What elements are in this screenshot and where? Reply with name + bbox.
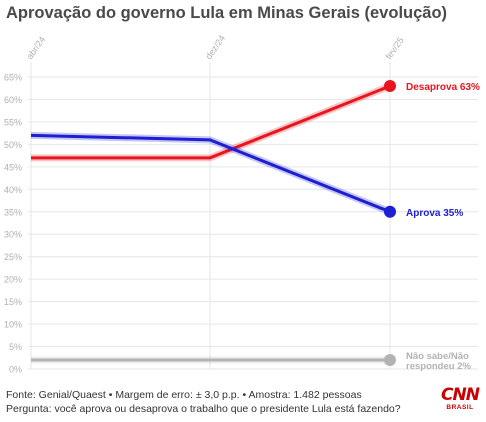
y-tick-label: 60% <box>4 95 22 105</box>
series-line <box>31 84 391 160</box>
question-note: Pergunta: você aprova ou desaprova o tra… <box>6 403 401 415</box>
x-tick-label: dez/24 <box>203 33 227 61</box>
series-end-label: Desaprova 63% <box>406 82 480 93</box>
cnn-logo-text: CNN <box>441 385 480 405</box>
y-tick-label: 65% <box>4 73 22 83</box>
y-tick-label: 15% <box>4 297 22 307</box>
y-tick-label: 50% <box>4 140 22 150</box>
chart-footer: Fonte: Genial/Quaest • Margem de erro: ±… <box>6 388 401 416</box>
y-tick-label: 55% <box>4 117 22 127</box>
series-end-point <box>384 205 396 218</box>
series-end-label: Aprova 35% <box>406 208 463 219</box>
x-tick-label: abr/24 <box>24 34 47 61</box>
y-tick-label: 35% <box>4 207 22 217</box>
y-tick-label: 25% <box>4 252 22 262</box>
y-tick-label: 5% <box>9 342 22 352</box>
chart-title: Aprovação do governo Lula em Minas Gerai… <box>6 4 448 22</box>
y-tick-label: 45% <box>4 162 22 172</box>
x-tick-label: fev/25 <box>383 35 405 61</box>
y-tick-label: 30% <box>4 230 22 240</box>
cnn-brasil-logo: CNN BRASIL <box>440 386 480 412</box>
series-end-label: respondeu 2% <box>406 361 471 372</box>
series-end-label: Não sabe/Não <box>406 351 469 362</box>
series-end-point <box>384 354 396 367</box>
series-end-point <box>384 79 396 92</box>
source-note: Fonte: Genial/Quaest • Margem de erro: ±… <box>6 389 362 401</box>
y-tick-label: 40% <box>4 185 22 195</box>
series-line <box>30 133 391 214</box>
cnn-logo-sub: BRASIL <box>446 404 474 411</box>
y-tick-label: 0% <box>9 365 22 375</box>
y-tick-label: 10% <box>4 320 22 330</box>
y-tick-label: 20% <box>4 275 22 285</box>
